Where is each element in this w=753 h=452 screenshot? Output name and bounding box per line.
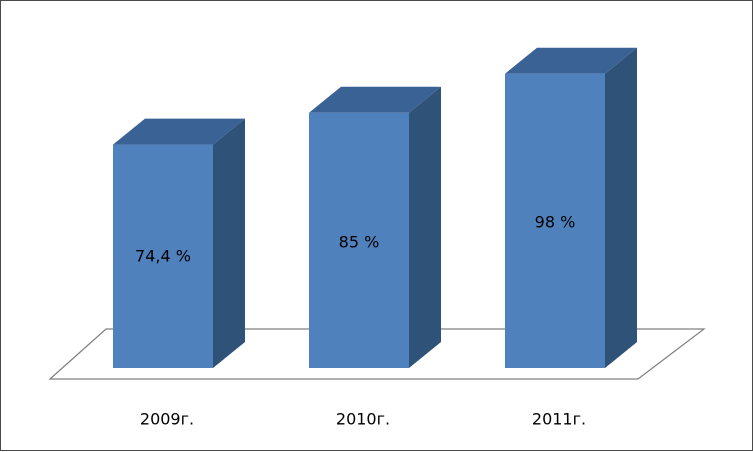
- data-label-3: 98 %: [535, 213, 576, 232]
- bar-top-face: [505, 47, 637, 74]
- bar-front-face: [505, 73, 605, 369]
- data-label-1: 74,4 %: [135, 247, 191, 266]
- bar-front-face: [309, 112, 409, 369]
- bar-top-face: [113, 118, 245, 145]
- bar-top-face: [309, 86, 441, 113]
- data-label-2: 85 %: [339, 233, 380, 252]
- bar-front-face: [113, 144, 213, 368]
- bar-1: [113, 118, 245, 368]
- bar-side-face: [605, 47, 637, 369]
- bar-3: [505, 47, 637, 369]
- category-label-2: 2010г.: [336, 410, 390, 429]
- bar-side-face: [213, 118, 245, 368]
- labels-group: 74,4 % 2009г. 85 % 2010г. 98 % 2011г.: [135, 213, 586, 429]
- category-label-3: 2011г.: [532, 410, 586, 429]
- bar-2: [309, 86, 441, 369]
- bars-group: [113, 47, 637, 369]
- category-label-1: 2009г.: [140, 410, 194, 429]
- bar-side-face: [409, 86, 441, 369]
